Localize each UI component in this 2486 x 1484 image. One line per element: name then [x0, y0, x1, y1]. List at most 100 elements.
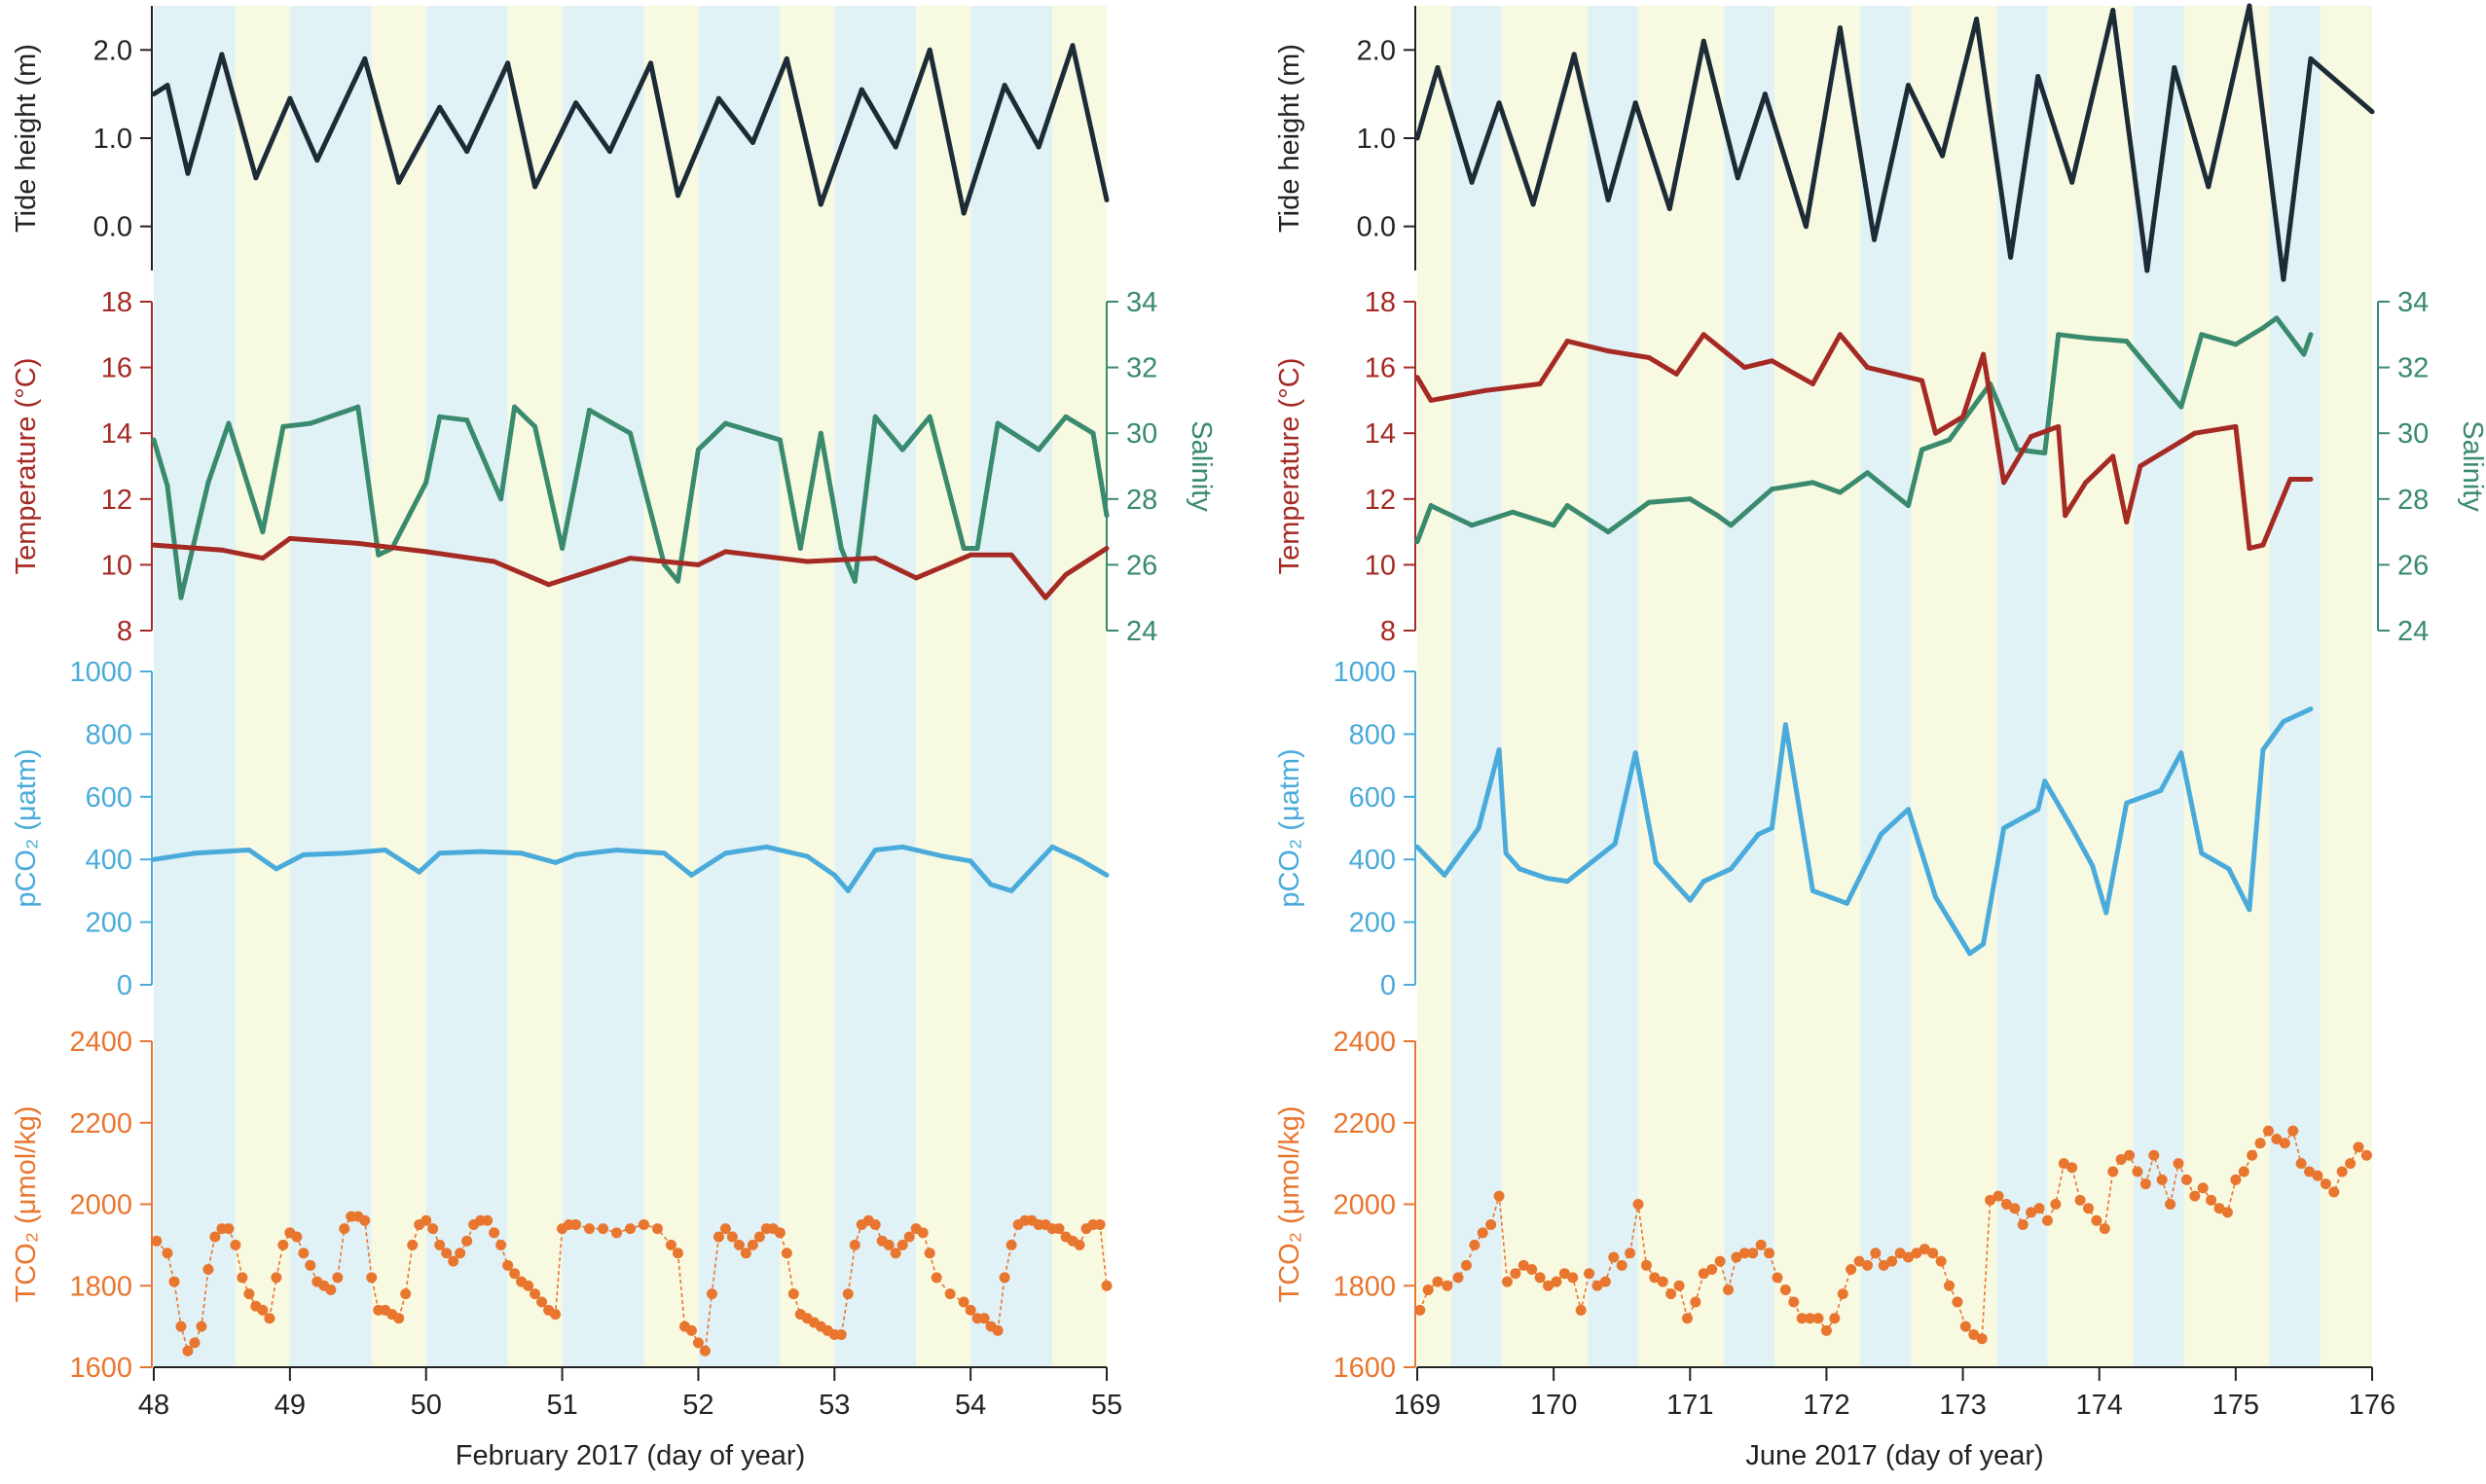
pco2-line-point [872, 848, 878, 853]
tco2-point [1927, 1248, 1939, 1259]
pco2-line-point [573, 851, 579, 857]
salinity-line-point [1090, 430, 1096, 436]
day-band [1501, 6, 1589, 1367]
pco2-y-tick-label: 0 [1380, 970, 1396, 1001]
tco2-point [305, 1259, 316, 1271]
temperature-y-tick-label: 16 [1365, 353, 1396, 384]
tco2-point [1944, 1280, 1956, 1291]
x-tick-label: 52 [682, 1390, 713, 1421]
tide-height-line-point [314, 158, 320, 163]
tco2-point [1706, 1264, 1718, 1275]
tco2-point [944, 1288, 956, 1300]
tco2-point [2206, 1194, 2217, 1206]
temperature-line-point [1741, 365, 1747, 371]
tide-height-line [1414, 3, 2374, 282]
temperature-line-point [546, 582, 552, 588]
salinity-y-tick-label: 24 [2397, 616, 2429, 647]
temperature-line-point [1837, 332, 1843, 338]
tco2-point [1894, 1248, 1906, 1259]
tco2-point [2336, 1166, 2348, 1177]
tco2-point [651, 1223, 663, 1235]
tide-height-line-point [2281, 276, 2286, 282]
night-band [698, 6, 781, 1367]
x-tick-label: 174 [2076, 1390, 2123, 1421]
salinity-line-point [512, 404, 518, 410]
tco2-point [223, 1223, 235, 1235]
tco2-point [2271, 1134, 2283, 1144]
tco2-point [1878, 1259, 1889, 1271]
temperature-line-point [913, 575, 919, 581]
tco2-point [434, 1239, 446, 1250]
tco2-point [2287, 1125, 2299, 1137]
pco2-line-point [2124, 800, 2130, 806]
pco2-line-point [2042, 778, 2048, 784]
pco2-line-point [899, 844, 905, 850]
tide-height-line-point [749, 140, 755, 146]
day-band [1417, 6, 1452, 1367]
tco2-point [1952, 1296, 1963, 1308]
tco2-point [2148, 1149, 2160, 1161]
tco2-point [393, 1313, 405, 1324]
salinity-line-point [2056, 332, 2062, 338]
tco2-point [2156, 1174, 2168, 1185]
tco2-point [455, 1248, 466, 1259]
tide-height-line-point [2369, 109, 2375, 115]
temperature-y-tick-label: 14 [101, 418, 132, 450]
tco2-point [482, 1214, 494, 1226]
tide-height-line-point [1666, 206, 1672, 212]
temperature-y-tick-label: 10 [101, 550, 132, 581]
temperature-line-point [2247, 546, 2252, 551]
tco2-point [1657, 1276, 1668, 1287]
pco2-y-tick-label: 800 [86, 719, 132, 750]
tco2-point [1911, 1248, 1922, 1259]
tco2-point [189, 1337, 201, 1349]
tco2-point [1985, 1194, 1996, 1206]
tco2-point [2345, 1158, 2357, 1170]
temperature-y-axis-label: Temperature (°C) [11, 358, 42, 575]
tco2-point [243, 1288, 255, 1300]
tco2-point [1649, 1272, 1661, 1284]
pco2-line-point [2247, 907, 2252, 913]
temperature-line-point [2308, 477, 2314, 483]
tide-height-line-point [2172, 64, 2177, 70]
tco2-y-tick-label: 1800 [1333, 1271, 1396, 1302]
tco2-point [2000, 1199, 2012, 1210]
salinity-line-point [226, 420, 232, 426]
day-band [235, 6, 290, 1367]
tide-y-tick-label: 0.0 [93, 212, 132, 243]
salinity-line-point [280, 423, 286, 429]
pco2-line-point [1008, 887, 1014, 893]
pco2-line-point [1496, 747, 1502, 752]
tco2-point [598, 1223, 609, 1235]
night-band [289, 6, 372, 1367]
pco2-y-tick-label: 600 [86, 782, 132, 814]
salinity-line-point [1510, 509, 1516, 515]
temperature-y-tick-label: 14 [1365, 418, 1396, 450]
salinity-line-point [899, 447, 905, 452]
pco2-line-point [1782, 722, 1788, 728]
tco2-point [1493, 1190, 1505, 1202]
temperature-line-point [2110, 453, 2116, 459]
tco2-point [1738, 1248, 1750, 1259]
tide-height-line-point [607, 149, 613, 155]
tco2-point [713, 1231, 724, 1243]
salinity-y-tick-label: 32 [2397, 353, 2429, 384]
tco2-y-tick-label: 1600 [69, 1353, 132, 1384]
tide-y-tick-label: 2.0 [1357, 35, 1396, 66]
night-band [154, 6, 236, 1367]
tco2-point [2279, 1138, 2290, 1149]
pco2-line-point [1517, 866, 1522, 872]
tco2-point [1788, 1296, 1800, 1308]
temperature-salinity-panel: 8 10 12 14 16 18 Temperature (°C) 24 26 28 30 32 34 S… [1274, 287, 2486, 647]
tco2-point [1755, 1239, 1767, 1250]
x-axis-label: June 2017 (day of year) [1745, 1440, 2043, 1471]
night-band [2269, 6, 2321, 1367]
tco2-point [917, 1227, 929, 1239]
temperature-y-tick-label: 18 [101, 287, 132, 318]
tide-panel: 0.0 1.0 2.0 Tide height (m) [11, 6, 1110, 271]
tco2-y-tick-label: 1800 [69, 1271, 132, 1302]
pco2-line-point [2103, 910, 2109, 916]
x-tick-label: 169 [1394, 1390, 1441, 1421]
salinity-y-tick-label: 28 [1126, 485, 1157, 516]
tco2-point [1681, 1313, 1693, 1324]
